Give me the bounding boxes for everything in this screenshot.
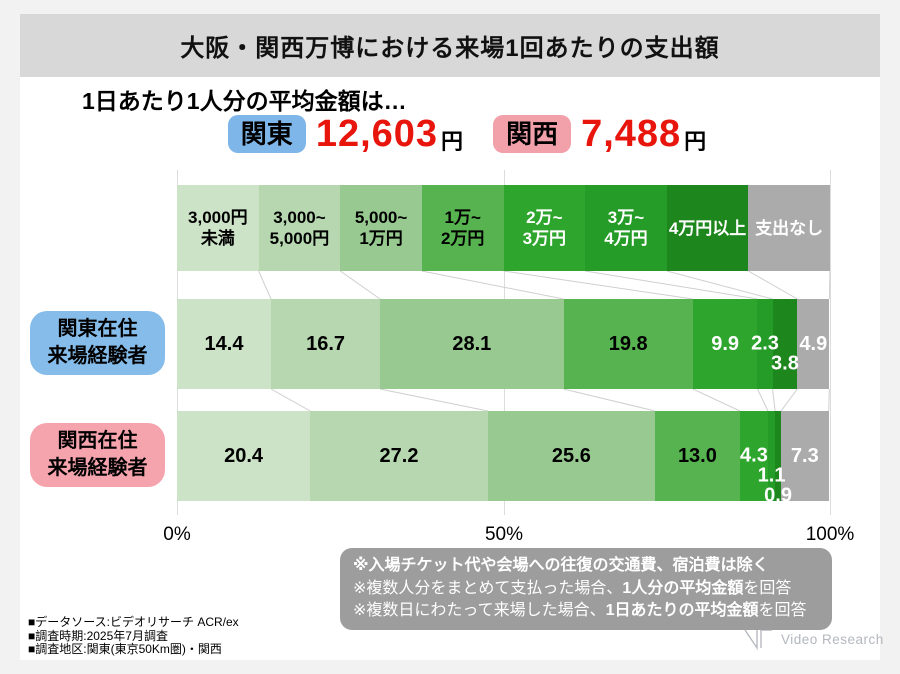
bar-value-label: 28.1 xyxy=(452,332,492,355)
bar-value-label: 20.4 xyxy=(224,444,264,467)
category-header-line: 3万~ xyxy=(607,208,645,227)
bar-segment: 14.4 xyxy=(177,299,272,389)
region-badge-kanto: 関東 xyxy=(227,114,306,154)
category-header-line: 5,000円 xyxy=(269,229,330,248)
bar-segment: 16.7 xyxy=(271,299,381,389)
category-header-line: 未満 xyxy=(200,229,235,248)
bar-row-kanto: 14.4 16.7 28.1 19.8 9.9 4.9 xyxy=(177,299,830,389)
bar-row-kansai: 20.4 27.2 25.6 13.0 7.3 xyxy=(177,411,830,501)
average-amount-kansai: 7,488 xyxy=(581,113,682,155)
footnote-text: ※複数人分をまとめて支払った場合、 xyxy=(353,579,623,597)
footnote-line: ※複数日にわたって来場した場合、1日あたりの平均金額を回答 xyxy=(353,600,819,623)
bar-value-label: 25.6 xyxy=(551,444,591,467)
footnote-text: ※複数日にわたって来場した場合、 xyxy=(353,602,606,619)
row-label-kansai: 関西在住 来場経験者 xyxy=(30,423,165,487)
leader-lines-row1-to-row2 xyxy=(270,389,830,411)
bar-segment: 13.0 xyxy=(654,411,740,501)
category-header-line: 2万円 xyxy=(440,229,485,248)
category-header-cell: 3,000円 未満 xyxy=(177,185,259,271)
bar-value-label: 9.9 xyxy=(711,332,740,355)
average-amounts-row: 関東 12,603 円関西 7,488 円 xyxy=(0,112,900,156)
source-line: ■調査地区:関東(東京50Km圏)・関西 xyxy=(28,642,222,656)
footnote-text: 1人分の平均金額 xyxy=(622,579,744,597)
source-line: ■調査時期:2025年7月調査 xyxy=(28,628,168,643)
bar-segment: 25.6 xyxy=(487,411,655,501)
footnote-text: を回答 xyxy=(743,579,792,597)
category-header-line: 3万円 xyxy=(522,229,567,248)
bar-segment: 20.4 xyxy=(177,411,311,501)
category-header-cell: 2万~ 3万円 xyxy=(503,185,586,271)
bar-value-label: 19.8 xyxy=(608,332,648,355)
average-amount-kanto: 12,603 xyxy=(315,113,439,155)
category-header-line: 支出なし xyxy=(755,218,824,238)
row-label-line: 来場経験者 xyxy=(47,457,148,479)
row-label-kanto: 関東在住 来場経験者 xyxy=(30,311,165,375)
bar-value-label: 14.4 xyxy=(204,332,244,355)
bar-value-label: 27.2 xyxy=(379,444,419,467)
footnote-text: を回答 xyxy=(758,602,807,619)
bar-value-label: 7.3 xyxy=(790,444,819,467)
video-research-logo-text: Video Research xyxy=(781,631,884,647)
row-label-line: 関西在住 xyxy=(57,430,138,452)
category-header-cell: 支出なし xyxy=(748,185,830,271)
category-header-line: 1万~ xyxy=(444,208,481,227)
x-axis-tick-100pct: 100% xyxy=(805,524,855,545)
footnotes-box: ※入場チケット代や会場への往復の交通費、宿泊費は除く ※複数人分をまとめて支払った… xyxy=(340,548,832,630)
x-axis-tick-50pct: 50% xyxy=(484,524,524,545)
bar-segment: 7.3 xyxy=(780,411,829,501)
category-header-cell: 3,000~ 5,000円 xyxy=(258,185,341,271)
gridline-100pct xyxy=(830,170,831,515)
bar-segment xyxy=(767,411,776,501)
bar-segment: 28.1 xyxy=(380,299,564,389)
category-header-cell: 5,000~ 1万円 xyxy=(340,185,422,271)
bar-value-label: 4.9 xyxy=(799,332,828,355)
yen-unit-label: 円 xyxy=(684,129,707,154)
category-header-line: 5,000~ xyxy=(354,208,408,227)
region-badge-kansai: 関西 xyxy=(493,114,572,154)
bar-value-label: 16.7 xyxy=(306,332,346,355)
source-line: ■データソース:ビデオリサーチ ACR/ex xyxy=(28,615,239,629)
category-header-line: 1万円 xyxy=(359,229,403,248)
category-header-line: 3,000~ xyxy=(273,208,326,227)
category-header-line: 4万円 xyxy=(604,229,648,248)
video-research-logo-icon xyxy=(744,629,772,651)
yen-unit-label: 円 xyxy=(441,129,464,154)
bar-value-label: 2.3 xyxy=(751,332,779,355)
x-axis-tick-0pct: 0% xyxy=(163,524,191,545)
category-header-line: 3,000円 xyxy=(188,208,248,227)
video-research-logo: Video Research xyxy=(744,627,884,651)
category-header-line: 2万~ xyxy=(526,208,563,227)
category-header-cell: 1万~ 2万円 xyxy=(421,185,504,271)
category-header-line: 4万円以上 xyxy=(668,218,747,238)
footnote-text: ※入場チケット代や会場への往復の交通費、宿泊費は除く xyxy=(353,557,769,574)
category-header-cell: 3万~ 4万円 xyxy=(585,185,667,271)
bar-value-label: 4.3 xyxy=(740,444,768,467)
bar-segment xyxy=(739,411,768,501)
bar-segment: 19.8 xyxy=(563,299,693,389)
bar-segment xyxy=(775,411,781,501)
source-footer: ■データソース:ビデオリサーチ ACR/ex ■調査時期:2025年7月調査 ■調査… xyxy=(28,615,239,657)
bar-value-label: 3.8 xyxy=(771,352,799,375)
bar-value-label: 1.1 xyxy=(757,464,786,487)
bar-segment: 27.2 xyxy=(310,411,488,501)
row-label-line: 関東在住 xyxy=(57,318,138,340)
chart-subtitle: 1日あたり1人分の平均金額は… xyxy=(82,88,407,114)
footnote-text: 1日あたりの平均金額 xyxy=(605,602,759,619)
category-header-cell: 4万円以上 xyxy=(666,185,749,271)
bar-segment xyxy=(772,299,798,389)
footnote-line: ※入場チケット代や会場への往復の交通費、宿泊費は除く xyxy=(353,555,819,578)
bar-segment xyxy=(757,299,773,389)
bar-segment: 9.9 xyxy=(692,299,758,389)
bar-value-label: 13.0 xyxy=(677,444,717,467)
row-label-line: 来場経験者 xyxy=(47,345,148,367)
category-header-row: 3,000円 未満 3,000~ 5,000円 5,000~ 1万円 1万~ 2万円 2万~ 3万… xyxy=(177,185,830,271)
bar-value-label: 0.9 xyxy=(764,484,792,507)
leader-lines-header-to-row1 xyxy=(258,271,831,299)
bar-segment: 4.9 xyxy=(797,299,830,389)
page-title: 大阪・関西万博における来場1回あたりの支出額 xyxy=(20,14,880,77)
footnote-line: ※複数人分をまとめて支払った場合、1人分の平均金額を回答 xyxy=(353,578,819,601)
